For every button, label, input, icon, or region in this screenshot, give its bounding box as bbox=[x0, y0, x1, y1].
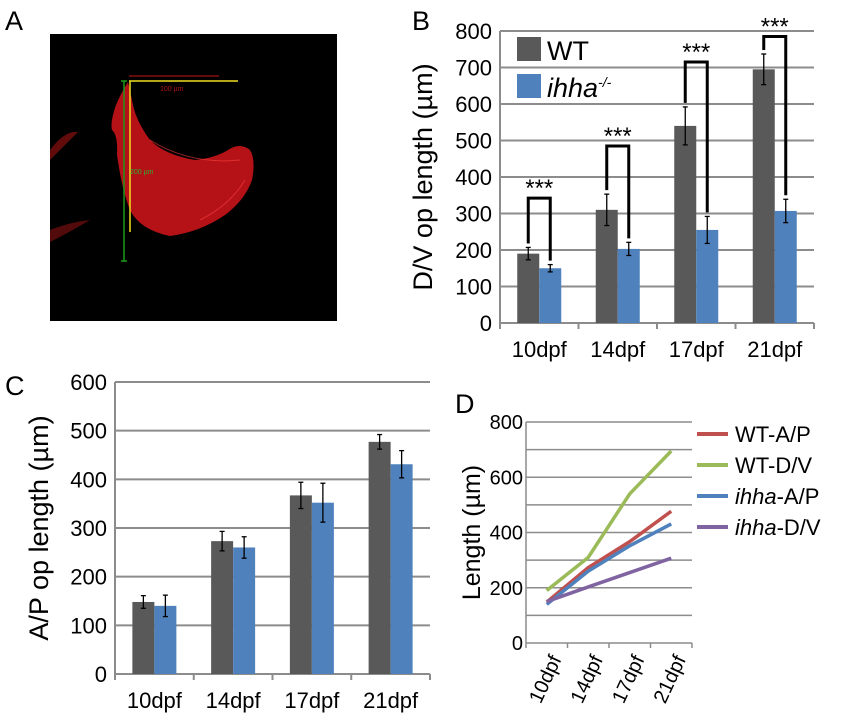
bar-wt bbox=[132, 601, 155, 674]
y-tick-label: 100 bbox=[70, 613, 107, 638]
bar-wt bbox=[674, 125, 697, 324]
x-tick-label: 21dpf bbox=[747, 337, 803, 362]
tissue-fragment bbox=[50, 220, 90, 242]
opercle-tissue bbox=[111, 82, 254, 236]
y-tick-label: 200 bbox=[490, 578, 523, 600]
scale-label-vertical: 200 µm bbox=[130, 169, 154, 176]
bar-wt bbox=[517, 253, 540, 323]
x-tick-label: 14dpf bbox=[206, 688, 262, 713]
chart-c-ap-length: 0 100 200 300 400 500 600 10dpf 14dpf 17dpf 21dpf A… bbox=[24, 370, 431, 713]
legend-swatch-ihha bbox=[517, 74, 541, 98]
y-tick-label: 400 bbox=[455, 165, 492, 190]
panel-label-b: B bbox=[412, 6, 430, 36]
y-tick-label: 0 bbox=[480, 311, 492, 336]
panel-label-d: D bbox=[455, 389, 475, 419]
y-tick-label: 0 bbox=[95, 662, 107, 687]
y-axis-label: Length (µm) bbox=[458, 465, 486, 600]
x-tick-label: 17dpf bbox=[669, 337, 725, 362]
significance-stars: *** bbox=[682, 39, 710, 66]
chart-b-dv-length: 0 100 200 300 400 500 600 700 800 10dpf 14dpf 17dpf… bbox=[408, 13, 815, 362]
y-tick-label: 500 bbox=[455, 129, 492, 154]
legend-label-prefix: WT bbox=[735, 453, 769, 478]
y-tick-label: 600 bbox=[490, 467, 523, 489]
x-tick-label: 21dpf bbox=[363, 688, 419, 713]
y-tick-label: 400 bbox=[70, 467, 107, 492]
x-tick-label: 10dpf bbox=[512, 337, 568, 362]
y-tick-label: 600 bbox=[455, 92, 492, 117]
bar-ihha bbox=[539, 268, 562, 323]
y-tick-label: 300 bbox=[70, 516, 107, 541]
significance-stars: *** bbox=[761, 13, 789, 40]
significance-stars: *** bbox=[604, 123, 632, 150]
bar-wt bbox=[595, 209, 618, 323]
bar-ihha bbox=[154, 605, 177, 674]
x-tick-label: 17dpf bbox=[608, 652, 649, 707]
bar-ihha bbox=[233, 547, 256, 674]
legend-swatch-wt bbox=[517, 37, 541, 61]
x-tick-label: 14dpf bbox=[567, 652, 608, 707]
y-tick-label: 500 bbox=[70, 419, 107, 444]
significance-bracket bbox=[605, 144, 631, 239]
panel-label-c: C bbox=[5, 371, 25, 401]
x-tick-label: 14dpf bbox=[590, 337, 646, 362]
y-tick-label: 400 bbox=[490, 523, 523, 545]
bar-ihha bbox=[774, 210, 797, 323]
x-tick-label: 10dpf bbox=[525, 652, 566, 707]
x-tick-label: 10dpf bbox=[127, 688, 183, 713]
tissue-edge bbox=[149, 139, 241, 162]
legend-label: WT-A/P bbox=[735, 422, 811, 447]
tissue-fragment bbox=[50, 131, 78, 160]
bar-ihha bbox=[390, 464, 413, 674]
legend-label-suffix: -D/V bbox=[777, 515, 821, 540]
y-axis-label: D/V op length (µm) bbox=[408, 63, 438, 290]
line-wt-dv bbox=[545, 449, 673, 592]
y-tick-label: 100 bbox=[455, 275, 492, 300]
legend-label: WT-D/V bbox=[735, 453, 812, 478]
legend-label-prefix: ihha bbox=[735, 484, 777, 509]
legend-label-wt: WT bbox=[547, 36, 589, 66]
bar-ihha bbox=[311, 502, 334, 674]
legend-label-ihha-genotype: -/- bbox=[598, 74, 612, 90]
y-tick-label: 700 bbox=[455, 56, 492, 81]
significance-bracket bbox=[526, 196, 552, 261]
y-tick-label: 600 bbox=[70, 370, 107, 395]
x-tick-label: 17dpf bbox=[284, 688, 340, 713]
panel-label-a: A bbox=[5, 6, 23, 36]
y-tick-label: 800 bbox=[490, 412, 523, 434]
significance-bracket bbox=[762, 34, 788, 196]
legend-label-ihha: ihha-/- bbox=[547, 73, 612, 103]
line-wt-ap bbox=[545, 509, 673, 604]
y-tick-label: 800 bbox=[455, 19, 492, 44]
legend-label: ihha-D/V bbox=[735, 515, 821, 540]
bar-ihha bbox=[617, 248, 640, 323]
legend-label-prefix: ihha bbox=[735, 515, 777, 540]
line-ihha-ap bbox=[545, 522, 673, 606]
legend-label-ihha-name: ihha bbox=[547, 73, 598, 103]
y-tick-label: 0 bbox=[512, 633, 523, 655]
line-ihha-dv bbox=[546, 556, 672, 604]
y-tick-label: 300 bbox=[455, 202, 492, 227]
y-tick-label: 200 bbox=[455, 238, 492, 263]
micrograph: 100 µm 200 µm bbox=[50, 34, 337, 321]
bar-wt bbox=[368, 441, 391, 674]
tissue-edge bbox=[199, 179, 246, 221]
legend-label-prefix: WT bbox=[735, 422, 769, 447]
x-tick-label: 21dpf bbox=[650, 652, 691, 707]
bar-wt bbox=[752, 69, 775, 323]
legend-label-suffix: -D/V bbox=[768, 453, 812, 478]
legend-label-suffix: -A/P bbox=[768, 422, 811, 447]
bar-wt bbox=[289, 495, 312, 674]
significance-bracket bbox=[683, 60, 709, 213]
scale-label-horizontal: 100 µm bbox=[160, 86, 184, 93]
legend-label: ihha-A/P bbox=[735, 484, 819, 509]
bar-wt bbox=[211, 541, 234, 674]
bar-ihha bbox=[696, 229, 719, 323]
significance-stars: *** bbox=[525, 175, 553, 202]
y-axis-label: A/P op length (µm) bbox=[24, 415, 54, 640]
y-tick-label: 200 bbox=[70, 565, 107, 590]
legend-label-suffix: -A/P bbox=[777, 484, 820, 509]
